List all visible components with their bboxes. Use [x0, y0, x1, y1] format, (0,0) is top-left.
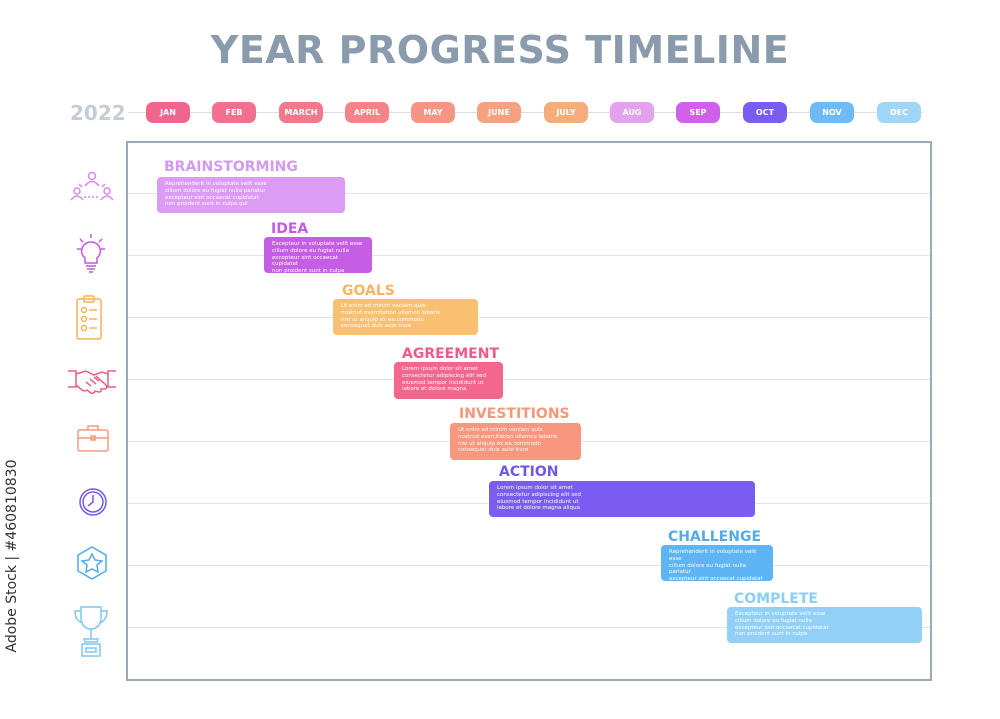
briefcase-icon	[76, 423, 110, 457]
month-sep: SEP	[676, 102, 720, 123]
phase-bar-brainstorming: Reprehenderit in voluptate velit esse ci…	[157, 177, 345, 213]
star-hexagon-icon	[74, 545, 110, 585]
month-feb: FEB	[212, 102, 256, 123]
phase-title-investitions: INVESTITIONS	[459, 406, 570, 422]
year-label: 2022	[70, 101, 126, 125]
row-gridline	[128, 317, 930, 318]
phase-bar-idea: Excepteur in voluptate velit esse cillum…	[264, 237, 372, 275]
phase-title-goals: GOALS	[342, 283, 395, 299]
checklist-clipboard-icon	[74, 295, 104, 345]
handshake-icon	[66, 367, 118, 399]
month-may: MAY	[411, 102, 455, 123]
phase-title-brainstorming: BRAINSTORMING	[164, 159, 298, 175]
phase-title-challenge: CHALLENGE	[668, 529, 762, 545]
phase-description: Reprehenderit in voluptate velit esse ci…	[669, 549, 763, 589]
phase-description: Ut enim ad minim veniam quis nostrud exe…	[458, 427, 557, 454]
lightbulb-icon	[76, 233, 106, 279]
row-gridline	[128, 379, 930, 380]
month-axis-line	[128, 112, 923, 113]
phase-title-idea: IDEA	[271, 221, 309, 237]
phase-bar-action: Lorem ipsum dolor sit amet consectetur a…	[489, 481, 755, 517]
clock-icon	[78, 487, 108, 521]
phase-title-complete: COMPLETE	[734, 591, 818, 607]
month-dec: DEC	[877, 102, 921, 123]
phase-description: Excepteur in voluptate velit esse cillum…	[272, 241, 363, 275]
phase-description: Excepteur in voluptate velit esse cillum…	[735, 611, 829, 638]
row-gridline	[128, 193, 930, 194]
phase-description: Reprehenderit in voluptate velit esse ci…	[165, 181, 267, 208]
row-gridline	[128, 255, 930, 256]
phase-title-agreement: AGREEMENT	[402, 346, 499, 362]
month-june: JUNE	[477, 102, 521, 123]
month-nov: NOV	[810, 102, 854, 123]
row-gridline	[128, 627, 930, 628]
month-jan: JAN	[146, 102, 190, 123]
row-gridline	[128, 565, 930, 566]
phase-bar-goals: Ut enim ad minim veniam quis nostrud exe…	[333, 299, 478, 335]
team-network-icon	[70, 170, 114, 208]
month-oct: OCT	[743, 102, 787, 123]
month-march: MARCH	[279, 102, 323, 123]
phase-bar-challenge: Reprehenderit in voluptate velit esse ci…	[661, 545, 773, 589]
phase-bar-investitions: Ut enim ad minim veniam quis nostrud exe…	[450, 423, 581, 460]
month-july: JULY	[544, 102, 588, 123]
trophy-icon	[72, 604, 110, 662]
phase-bar-complete: Excepteur in voluptate velit esse cillum…	[727, 607, 922, 643]
month-aug: AUG	[610, 102, 654, 123]
phase-description: Lorem ipsum dolor sit amet consectetur a…	[497, 485, 581, 512]
page-title: YEAR PROGRESS TIMELINE	[210, 28, 790, 72]
phase-bar-agreement: Lorem ipsum dolor sit amet consectetur a…	[394, 362, 503, 399]
stock-watermark-id: Adobe Stock | #460810830	[4, 459, 20, 653]
timeline-frame	[126, 141, 932, 681]
month-april: APRIL	[345, 102, 389, 123]
phase-description: Ut enim ad minim veniam quis nostrud exe…	[341, 303, 440, 330]
phase-title-action: ACTION	[499, 464, 559, 480]
phase-description: Lorem ipsum dolor sit amet consectetur a…	[402, 366, 486, 393]
